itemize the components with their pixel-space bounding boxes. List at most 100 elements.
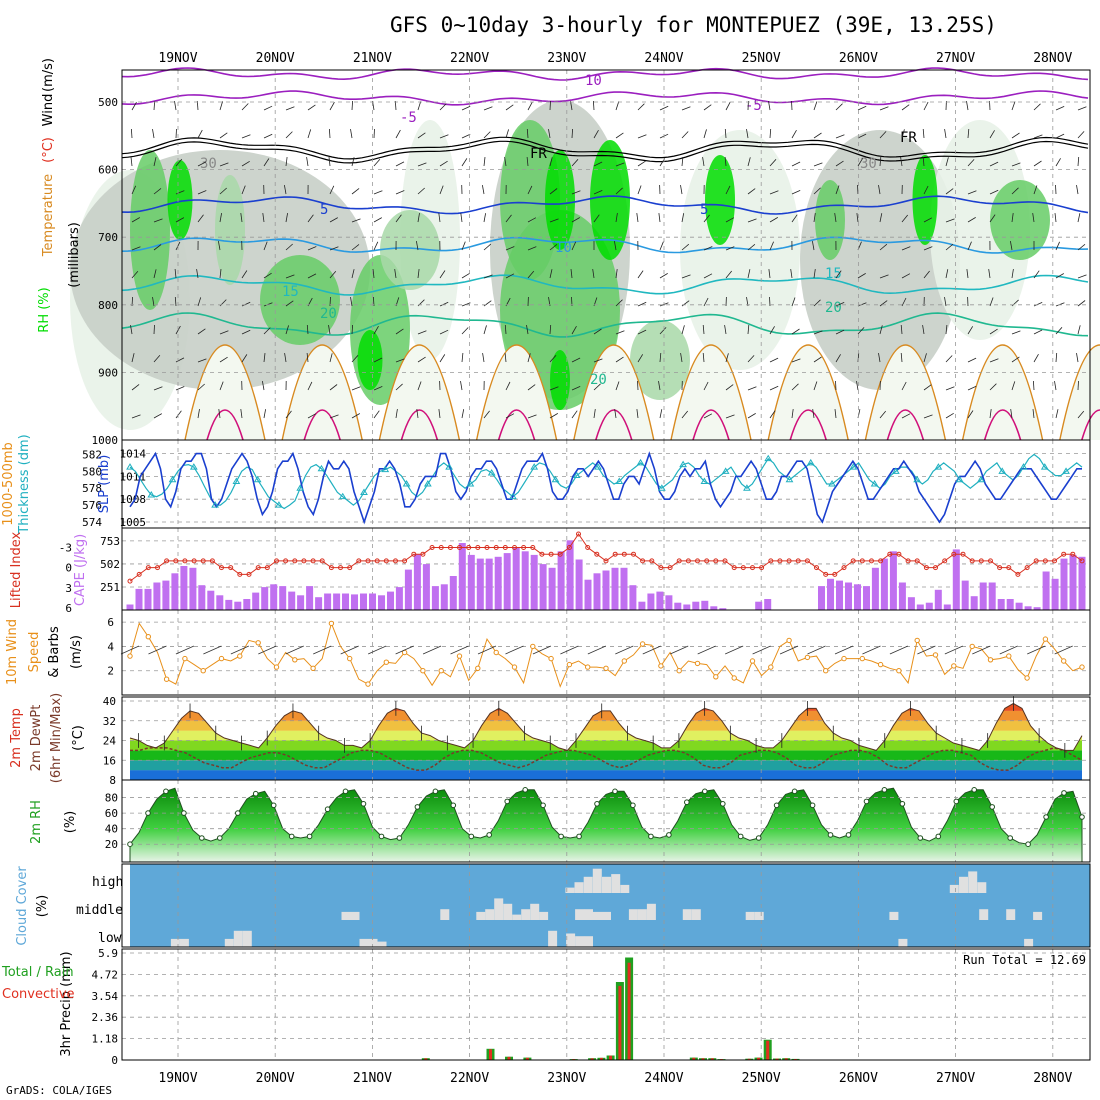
wind-speed-point xyxy=(237,653,243,659)
wind-barb-10m xyxy=(175,645,195,655)
thickness-marker xyxy=(253,475,262,483)
wind-speed-point xyxy=(676,668,682,674)
wind-barb xyxy=(768,101,771,111)
li-point xyxy=(768,558,774,564)
wind-barb xyxy=(703,129,707,139)
rh-point xyxy=(450,802,457,809)
li-point xyxy=(832,571,838,577)
wind-barb xyxy=(571,326,577,335)
wind-barb xyxy=(769,159,777,167)
isotherm-20 xyxy=(121,312,1089,338)
precip-tick: 2.36 xyxy=(92,1011,119,1024)
cape-bar xyxy=(315,597,323,610)
wind-barb xyxy=(306,352,309,363)
li-point xyxy=(383,558,389,564)
wind-barb xyxy=(571,159,579,167)
cape-bar xyxy=(422,564,430,610)
thickness-marker xyxy=(955,475,964,483)
cape-bar xyxy=(171,573,179,610)
wind-barb xyxy=(923,185,929,195)
wind-barb xyxy=(967,326,974,335)
wind-barb xyxy=(461,272,470,279)
temp-dome-30 xyxy=(864,344,947,441)
cape-bar xyxy=(243,599,251,610)
cape-bar xyxy=(907,597,915,610)
wind-barb xyxy=(901,413,911,419)
wind-barb xyxy=(570,101,573,111)
wind-barb xyxy=(659,273,668,279)
wind-barb xyxy=(241,329,251,335)
wind-barb xyxy=(615,187,623,195)
wind-barb xyxy=(483,157,486,167)
rh-point xyxy=(360,801,367,807)
wind-barb xyxy=(923,246,933,251)
wind-barb xyxy=(747,157,751,167)
wind-barb xyxy=(702,157,705,167)
cape-bar xyxy=(898,582,906,610)
wind-barb xyxy=(1077,410,1085,419)
upper-ylabel-temp-unit: (°C) xyxy=(41,137,56,163)
thickness-marker xyxy=(126,463,134,470)
li-point xyxy=(933,565,938,571)
wind-barb xyxy=(571,128,573,139)
top-date-axis: 19NOV 20NOV 21NOV 22NOV 23NOV 24NOV 25NOV 26NOV… xyxy=(158,51,1072,66)
thickness-marker xyxy=(189,463,198,470)
cape-bar xyxy=(701,600,709,610)
temp-dome-35 xyxy=(595,409,633,441)
rh-point xyxy=(899,801,906,807)
cape-bar xyxy=(863,586,870,610)
wind-barb xyxy=(901,129,905,139)
precip-bar-convective xyxy=(507,1056,511,1060)
wind-barb xyxy=(417,132,426,139)
thickness-marker xyxy=(679,460,688,468)
wind-barb xyxy=(659,241,664,251)
cape-bar xyxy=(854,584,861,610)
wind-barb xyxy=(549,218,559,223)
wind-speed-point xyxy=(841,655,847,662)
cape-bar xyxy=(943,604,951,610)
wind-barb xyxy=(284,353,287,363)
wind-barb xyxy=(153,157,157,167)
wind-barb xyxy=(505,214,512,223)
cape-bar xyxy=(503,553,511,610)
temp-ylabel-2: 2m DewPt xyxy=(29,705,44,772)
rh-point xyxy=(378,833,385,840)
cape-bar xyxy=(755,601,763,610)
cloud-bar-low xyxy=(233,930,243,947)
date-label-top: 22NOV xyxy=(450,51,489,66)
wind-barb-10m xyxy=(230,645,250,655)
wind-barb-10m xyxy=(587,645,607,655)
li-point xyxy=(740,565,746,571)
wind-barb xyxy=(131,353,135,363)
li-point xyxy=(695,558,700,564)
cape-bar xyxy=(656,591,664,610)
thk-tick: 582 xyxy=(82,448,102,461)
wind-barb xyxy=(571,357,581,363)
cloud-bar-middle xyxy=(350,911,360,920)
wind-barb xyxy=(879,243,888,251)
wind-speed-point xyxy=(273,664,280,670)
thickness-marker xyxy=(615,477,624,484)
rh-point xyxy=(576,833,582,840)
wind-speed-point xyxy=(1079,664,1085,670)
cape-bar xyxy=(153,582,161,610)
wind-barb xyxy=(813,269,816,279)
li-point xyxy=(219,565,224,571)
wind-barb xyxy=(483,243,492,251)
cloud-bar-low xyxy=(898,938,908,947)
wind-barb xyxy=(637,301,647,307)
wind10m-panel: 6 4 2 10m Wind Speed & Barbs (m/s) xyxy=(5,609,1091,696)
wind-barb xyxy=(307,273,317,279)
temp-band xyxy=(130,760,1082,771)
wind-barb xyxy=(901,246,911,251)
li-point xyxy=(237,571,243,577)
li-point xyxy=(914,558,920,564)
cape-bar xyxy=(1051,578,1059,610)
rh-shade-green xyxy=(705,155,735,245)
wind-barb xyxy=(966,101,969,111)
wind-barb xyxy=(285,157,288,167)
wind-barb xyxy=(131,384,140,391)
rh-point xyxy=(755,835,762,841)
cape-bar xyxy=(647,593,655,610)
precip-bar-convective xyxy=(627,962,631,1060)
